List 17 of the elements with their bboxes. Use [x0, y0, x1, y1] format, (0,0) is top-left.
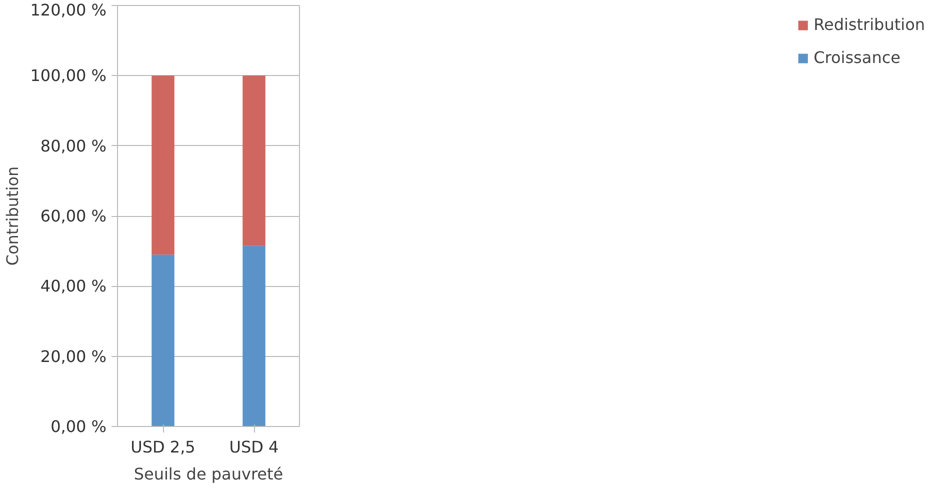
- y-tick-label: 60,00 %: [40, 206, 106, 226]
- bar: [152, 76, 174, 255]
- y-axis-title: Contribution: [3, 166, 22, 266]
- y-tick-label: 80,00 %: [40, 136, 106, 156]
- x-tick-label: USD 4: [229, 438, 279, 456]
- y-tick-label: 100,00 %: [30, 66, 107, 86]
- legend-label: Croissance: [814, 48, 900, 67]
- bar: [152, 254, 174, 426]
- x-tick-label: USD 2,5: [130, 438, 196, 456]
- y-tick-label: 40,00 %: [40, 276, 106, 296]
- x-axis-title: Seuils de pauvreté: [134, 464, 284, 484]
- y-tick-label: 20,00 %: [40, 346, 106, 366]
- y-tick-label: 120,00 %: [30, 0, 107, 20]
- bar: [242, 76, 266, 246]
- legend-label: Redistribution: [814, 15, 925, 34]
- bar: [242, 246, 266, 426]
- y-tick-label: 0,00 %: [50, 417, 107, 436]
